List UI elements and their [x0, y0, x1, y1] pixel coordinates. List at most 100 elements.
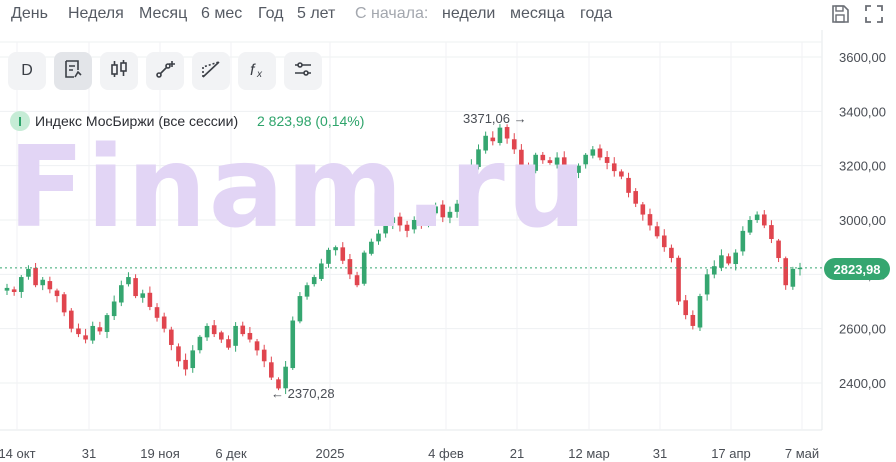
candle-up	[590, 149, 596, 156]
candle-down	[397, 216, 403, 226]
candle-down	[169, 329, 174, 345]
candle-down	[54, 290, 60, 297]
instrument-dot-icon[interactable]	[10, 111, 30, 131]
candle-down	[676, 257, 681, 302]
candle-up	[469, 165, 474, 188]
candle-up	[733, 252, 739, 265]
candle-down	[176, 346, 181, 362]
period-month[interactable]: Месяц	[139, 5, 188, 22]
period-week[interactable]: Неделя	[68, 5, 124, 22]
candle-up	[497, 127, 503, 143]
chart-grid	[0, 30, 823, 431]
candle-down	[254, 341, 260, 351]
candle-down	[619, 171, 624, 177]
y-tick-label: 2400,00	[839, 376, 886, 391]
candle-down	[83, 335, 88, 340]
chart-type-button[interactable]	[100, 52, 138, 90]
candle-down	[240, 325, 246, 335]
candle-down	[626, 177, 631, 193]
candle-down	[183, 359, 188, 370]
fullscreen-icon[interactable]	[863, 3, 885, 25]
since-month[interactable]: месяца	[510, 5, 565, 22]
x-tick-label: 14 окт	[0, 446, 36, 461]
period-bar: День Неделя Месяц 6 мес Год 5 лет С нача…	[0, 0, 896, 30]
candle-up	[197, 336, 203, 351]
draw-line-button[interactable]	[146, 52, 184, 90]
candle-up	[554, 157, 560, 165]
candle-up	[361, 252, 367, 284]
candle-down	[147, 292, 153, 307]
candle-down	[569, 168, 574, 172]
candle-up	[454, 203, 460, 212]
candle-up	[433, 206, 438, 214]
x-tick-label: 2025	[316, 446, 345, 461]
candle-up	[461, 187, 467, 203]
period-year[interactable]: Год	[258, 5, 284, 22]
candle-down	[604, 157, 610, 163]
candle-up	[426, 214, 431, 223]
indicators-icon	[62, 58, 84, 85]
candle-up	[297, 296, 303, 322]
x-tick-label: 19 ноя	[140, 446, 180, 461]
draw-shapes-icon	[200, 58, 222, 85]
candle-down	[511, 139, 517, 150]
candle-up	[104, 315, 110, 332]
save-icon[interactable]	[829, 3, 851, 25]
candle-down	[669, 247, 674, 259]
y-tick-label: 3400,00	[839, 104, 886, 119]
indicators-button[interactable]	[54, 52, 92, 90]
candle-down	[354, 275, 360, 286]
candle-down	[490, 137, 496, 142]
since-year[interactable]: года	[580, 5, 613, 22]
candle-down	[633, 191, 638, 204]
candle-up	[290, 320, 296, 369]
candle-up	[319, 263, 324, 279]
candle-down	[404, 224, 410, 231]
min-price-label: ← 2370,28	[271, 386, 335, 401]
candle-down	[526, 166, 531, 172]
candle-down	[726, 256, 731, 264]
candle-down	[761, 214, 767, 226]
candle-down	[276, 379, 281, 389]
candle-down	[33, 267, 38, 286]
candle-up	[126, 277, 131, 285]
since-week[interactable]: недели	[442, 5, 496, 22]
draw-shapes-button[interactable]	[192, 52, 230, 90]
chart-type-candles-icon	[108, 58, 130, 85]
period-5-years[interactable]: 5 лет	[297, 5, 336, 22]
candle-down	[347, 259, 353, 275]
x-tick-label: 17 апр	[711, 446, 751, 461]
candle-up	[283, 366, 288, 389]
candle-down	[154, 307, 160, 318]
candle-up	[233, 325, 238, 346]
period-6-months[interactable]: 6 мес	[201, 5, 243, 22]
candle-up	[111, 301, 117, 317]
candle-up	[747, 220, 753, 233]
candle-down	[133, 278, 138, 297]
candle-up	[119, 285, 124, 303]
settings-button[interactable]	[284, 52, 322, 90]
y-tick-label: 3200,00	[839, 159, 886, 174]
candle-up	[376, 233, 381, 242]
candle-down	[647, 214, 653, 226]
interval-button[interactable]: D	[8, 52, 46, 90]
y-tick-label: 3000,00	[839, 213, 886, 228]
candle-down	[269, 362, 274, 378]
candle-up	[190, 350, 196, 369]
candle-up	[18, 277, 24, 292]
svg-text:f: f	[250, 62, 256, 79]
period-day[interactable]: День	[11, 5, 48, 22]
x-tick-label: 7 май	[785, 446, 819, 461]
instrument-name: Индекс МосБиржи (все сессии)	[35, 113, 239, 129]
candle-down	[97, 327, 103, 332]
candle-up	[576, 165, 581, 173]
candle-up	[697, 296, 703, 328]
candle-down	[640, 204, 646, 215]
candle-down	[68, 310, 74, 329]
candle-up	[90, 325, 96, 341]
candle-down	[783, 258, 789, 286]
candle-up	[754, 214, 760, 221]
